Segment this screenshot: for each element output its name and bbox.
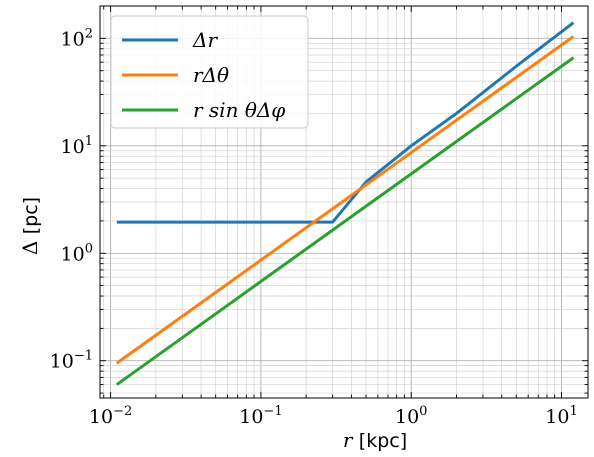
legend: Δr rΔθ r sin θΔφ — [110, 15, 309, 129]
plot-series — [115, 21, 575, 386]
x-tick-label: 10−1 — [239, 404, 282, 428]
series-line-1 — [116, 21, 575, 224]
x-tick-label: 101 — [545, 404, 577, 428]
x-tick-label: 10−2 — [89, 404, 132, 428]
y-tick-label: 102 — [61, 26, 93, 50]
legend-label-1: Δr — [192, 28, 218, 52]
x-axis-label: r [kpc] — [343, 428, 407, 452]
y-tick-label: 10−1 — [50, 349, 93, 373]
y-tick-label: 100 — [61, 241, 93, 265]
legend-label-3: r sin θΔφ — [193, 98, 285, 122]
legend-label-2: rΔθ — [193, 63, 229, 87]
plot-frame — [99, 5, 589, 399]
axis-ticks: 10−2 10−1 100 101 10−1 100 101 102 — [50, 5, 588, 428]
series-line-3 — [115, 56, 575, 386]
series-line-2 — [115, 35, 575, 365]
x-tick-label: 100 — [395, 404, 427, 428]
y-axis-label: Δ [pc] — [18, 197, 42, 255]
legend-box — [110, 15, 309, 129]
y-tick-label: 101 — [61, 134, 93, 158]
